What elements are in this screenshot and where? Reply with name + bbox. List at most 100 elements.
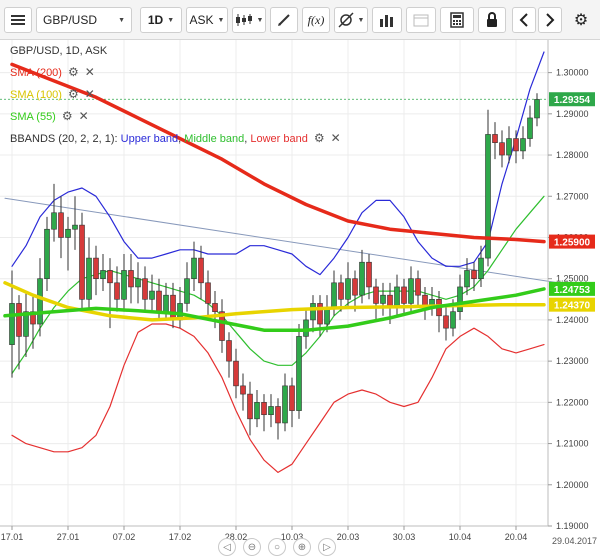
x-tick-label: 20.04 xyxy=(505,532,528,542)
candle xyxy=(485,109,491,267)
calendar-button[interactable] xyxy=(406,7,436,33)
crosshair-button[interactable]: ▼ xyxy=(334,7,368,33)
candle xyxy=(142,266,148,312)
candle xyxy=(114,266,120,312)
close-icon[interactable]: ✕ xyxy=(84,65,95,79)
candle-body xyxy=(226,340,232,362)
calculator-icon xyxy=(450,12,464,28)
menu-button[interactable] xyxy=(4,7,32,33)
x-axis-labels: 17.01 27.01 07.02 17.02 28.02 10.03 20.03 30.03… xyxy=(1,526,528,542)
candle xyxy=(499,130,505,168)
candle xyxy=(408,266,414,312)
candle-body xyxy=(268,406,274,416)
lock-button[interactable] xyxy=(478,7,506,33)
price-tag-label: 1.25900 xyxy=(554,238,591,249)
candle-body xyxy=(93,257,99,279)
candle xyxy=(513,130,519,164)
series-lower xyxy=(11,323,545,473)
draw-tool-button[interactable] xyxy=(270,7,298,33)
y-tick-label: 1.22000 xyxy=(556,397,589,407)
candle-body xyxy=(331,282,337,308)
scroll-right-button[interactable] xyxy=(538,7,562,33)
candle-body xyxy=(450,311,456,329)
y-tick-label: 1.20000 xyxy=(556,480,589,490)
chart-type-button[interactable]: ▼ xyxy=(232,7,266,33)
legend-sma200-label: SMA (200) xyxy=(10,67,62,79)
y-tick-label: 1.28000 xyxy=(556,150,589,160)
reset-zoom-button[interactable]: ○ xyxy=(268,538,286,556)
chart-area[interactable]: 1.19000 1.20000 1.21000 1.22000 1.23000 1.240… xyxy=(0,40,600,556)
candle-body xyxy=(275,406,281,424)
candle-body xyxy=(51,212,57,230)
candle xyxy=(86,237,92,308)
candle-body xyxy=(44,228,50,279)
legend-sma200[interactable]: SMA (200) ⚙ ✕ xyxy=(10,65,95,79)
series-sma55 xyxy=(3,287,546,332)
series-upper xyxy=(11,51,545,276)
settings-button[interactable]: ⚙ xyxy=(568,7,594,33)
y-tick-label: 1.24000 xyxy=(556,315,589,325)
price-tags: 1.29354 1.25900 1.24753 1.24370 xyxy=(549,92,595,312)
indicator-fx-icon[interactable]: f(x) xyxy=(302,7,330,33)
series-trend xyxy=(4,197,573,286)
candle-body xyxy=(212,303,218,312)
candle xyxy=(51,183,57,242)
zoom-out-button[interactable]: ⊖ xyxy=(243,538,261,556)
candle-body xyxy=(359,261,365,296)
candle-body xyxy=(527,117,533,139)
x-tick-label: 30.03 xyxy=(393,532,416,542)
legend-sma100[interactable]: SMA (100) ⚙ ✕ xyxy=(10,87,95,101)
gear-icon[interactable]: ⚙ xyxy=(67,65,79,79)
legend-middle-band: Middle band xyxy=(184,133,245,145)
candle xyxy=(254,389,260,428)
scroll-left-button[interactable] xyxy=(512,7,536,33)
close-icon[interactable]: ✕ xyxy=(78,109,89,123)
x-tick-label: 28.02 xyxy=(225,532,248,542)
candle-body xyxy=(30,311,36,325)
search-icon: ○ xyxy=(273,541,281,553)
zoom-in-button[interactable]: ⊕ xyxy=(293,538,311,556)
candle-body xyxy=(373,286,379,304)
chevron-left-icon: ◁ xyxy=(223,541,231,553)
gear-icon[interactable]: ⚙ xyxy=(67,87,79,101)
legend-sma55[interactable]: SMA (55) ⚙ ✕ xyxy=(10,109,89,123)
candle xyxy=(527,105,533,147)
candle xyxy=(93,245,99,296)
symbol-selector[interactable]: GBP/USD ▼ xyxy=(36,7,132,33)
candle xyxy=(478,245,484,287)
scroll-forward-button[interactable]: ▷ xyxy=(318,538,336,556)
calendar-icon xyxy=(413,14,429,27)
close-icon[interactable]: ✕ xyxy=(84,87,95,101)
candle-body xyxy=(261,402,267,416)
volume-button[interactable] xyxy=(372,7,402,33)
x-tick-label: 20.03 xyxy=(337,532,360,542)
legend-bbands[interactable]: BBANDS (20, 2, 2, 1): Upper band, Middle… xyxy=(10,131,341,145)
crosshair-dropdown-icon: ▼ xyxy=(357,16,365,24)
price-tag: 1.24370 xyxy=(549,297,595,312)
y-tick-label: 1.23000 xyxy=(556,356,589,366)
calculator-button[interactable] xyxy=(440,7,474,33)
price-chart[interactable]: 1.19000 1.20000 1.21000 1.22000 1.23000 1.240… xyxy=(0,40,600,549)
candle-body xyxy=(317,303,323,325)
gear-icon[interactable]: ⚙ xyxy=(61,109,73,123)
candle-body xyxy=(380,294,386,304)
y-tick-label: 1.19000 xyxy=(556,521,589,531)
candle-body xyxy=(9,303,15,345)
candle-body xyxy=(121,270,127,300)
interval-selector[interactable]: 1D ▼ xyxy=(140,7,182,33)
candle xyxy=(401,278,407,316)
candle-body xyxy=(219,311,225,341)
price-tag-bg xyxy=(549,92,595,107)
volume-bars-icon xyxy=(380,15,393,27)
candle-body xyxy=(184,278,190,304)
close-icon[interactable]: ✕ xyxy=(330,131,341,145)
chart-type-dropdown-icon: ▼ xyxy=(256,16,264,24)
candle-body xyxy=(128,270,134,288)
scroll-back-button[interactable]: ◁ xyxy=(218,538,236,556)
gear-icon[interactable]: ⚙ xyxy=(313,131,325,145)
price-tag-bg xyxy=(549,234,595,249)
price-type-selector[interactable]: ASK ▼ xyxy=(186,7,228,33)
price-tag-label: 1.29354 xyxy=(554,95,591,106)
candle xyxy=(58,196,64,259)
candle xyxy=(247,381,253,436)
